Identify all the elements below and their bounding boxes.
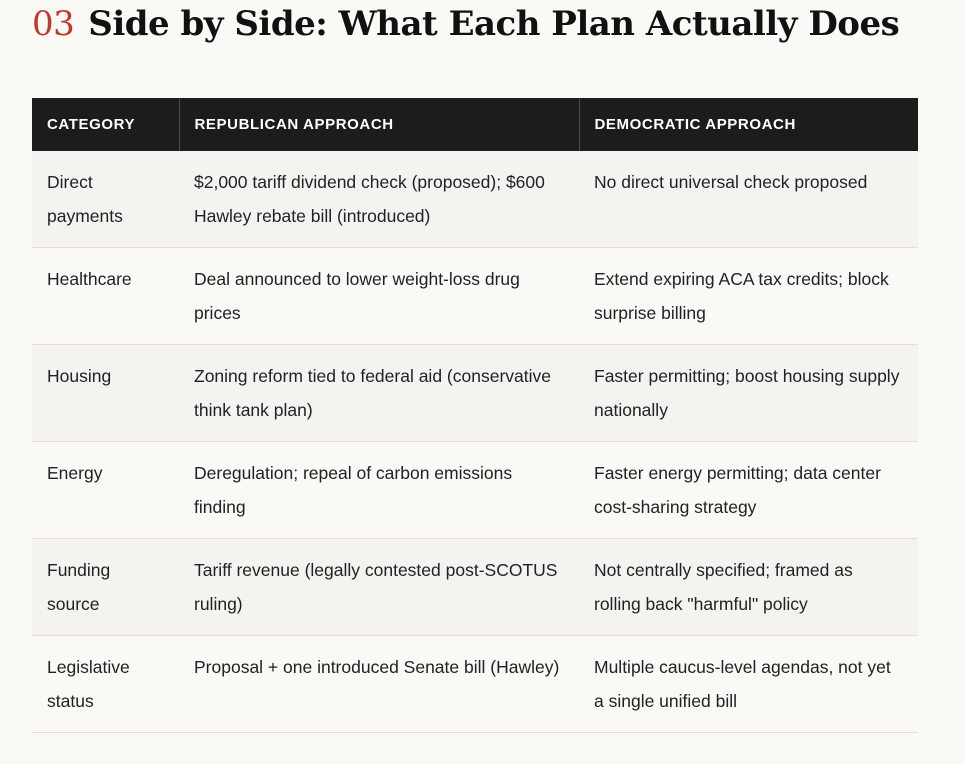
table-row: Direct payments $2,000 tariff dividend c… (32, 151, 918, 248)
republican-cell: Deregulation; repeal of carbon emissions… (179, 441, 579, 539)
header-republican-approach: REPUBLICAN APPROACH (179, 98, 580, 151)
section-title: Side by Side: What Each Plan Actually Do… (88, 4, 900, 44)
democratic-cell: Not centrally specified; framed as rolli… (579, 538, 918, 636)
table-row: Funding source Tariff revenue (legally c… (32, 538, 918, 636)
header-democratic-approach: DEMOCRATIC APPROACH (579, 98, 918, 151)
table-row: Healthcare Deal announced to lower weigh… (32, 247, 918, 345)
republican-cell: Tariff revenue (legally contested post-S… (179, 538, 579, 636)
category-cell: Funding source (32, 538, 179, 636)
category-cell: Energy (32, 441, 179, 539)
democratic-cell: Faster permitting; boost housing supply … (579, 344, 918, 442)
democratic-cell: No direct universal check proposed (579, 151, 918, 248)
category-cell: Direct payments (32, 151, 179, 248)
democratic-cell: Multiple caucus-level agendas, not yet a… (579, 635, 918, 733)
republican-cell: Zoning reform tied to federal aid (conse… (179, 344, 579, 442)
comparison-table: CATEGORY REPUBLICAN APPROACH DEMOCRATIC … (32, 98, 918, 733)
category-cell: Healthcare (32, 247, 179, 345)
category-cell: Legislative status (32, 635, 179, 733)
header-category: CATEGORY (32, 98, 180, 151)
section-number: 03 (32, 4, 75, 44)
table-row: Housing Zoning reform tied to federal ai… (32, 344, 918, 442)
table-header-row: CATEGORY REPUBLICAN APPROACH DEMOCRATIC … (32, 98, 918, 151)
republican-cell: Proposal + one introduced Senate bill (H… (179, 635, 579, 733)
section-heading: 03 Side by Side: What Each Plan Actually… (32, 4, 900, 44)
democratic-cell: Faster energy permitting; data center co… (579, 441, 918, 539)
category-cell: Housing (32, 344, 179, 442)
republican-cell: Deal announced to lower weight-loss drug… (179, 247, 579, 345)
democratic-cell: Extend expiring ACA tax credits; block s… (579, 247, 918, 345)
table-row: Legislative status Proposal + one introd… (32, 635, 918, 733)
republican-cell: $2,000 tariff dividend check (proposed);… (179, 151, 579, 248)
table-row: Energy Deregulation; repeal of carbon em… (32, 441, 918, 539)
